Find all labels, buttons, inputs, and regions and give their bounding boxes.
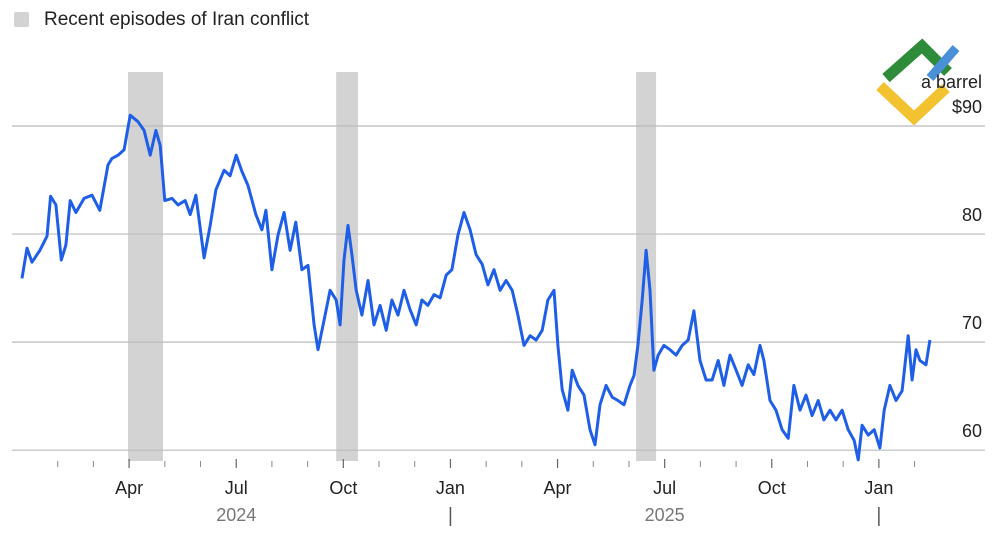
y-unit-label: a barrel: [921, 72, 982, 92]
x-tick-label: Jul: [225, 478, 248, 498]
legend-label: Recent episodes of Iran conflict: [44, 9, 310, 30]
watermark-logo: [876, 38, 960, 126]
year-label: 2025: [645, 505, 685, 525]
x-tick-label: Jul: [653, 478, 676, 498]
x-tick-label: Apr: [544, 478, 572, 498]
y-tick-label: $90: [952, 97, 982, 117]
x-tick-label: Oct: [758, 478, 786, 498]
x-tick-label: Jan: [864, 478, 893, 498]
year-label: 2024: [216, 505, 256, 525]
y-tick-label: 80: [962, 205, 982, 225]
y-tick-label: 70: [962, 313, 982, 333]
episode-band: [336, 72, 358, 461]
price-line: [20, 113, 932, 462]
x-tick-label: Apr: [115, 478, 143, 498]
x-tick-label: Jan: [436, 478, 465, 498]
y-tick-label: 60: [962, 421, 982, 441]
grid: [12, 125, 985, 451]
legend-swatch: [14, 12, 29, 27]
x-tick-label: Oct: [329, 478, 357, 498]
episodes: [128, 72, 657, 461]
